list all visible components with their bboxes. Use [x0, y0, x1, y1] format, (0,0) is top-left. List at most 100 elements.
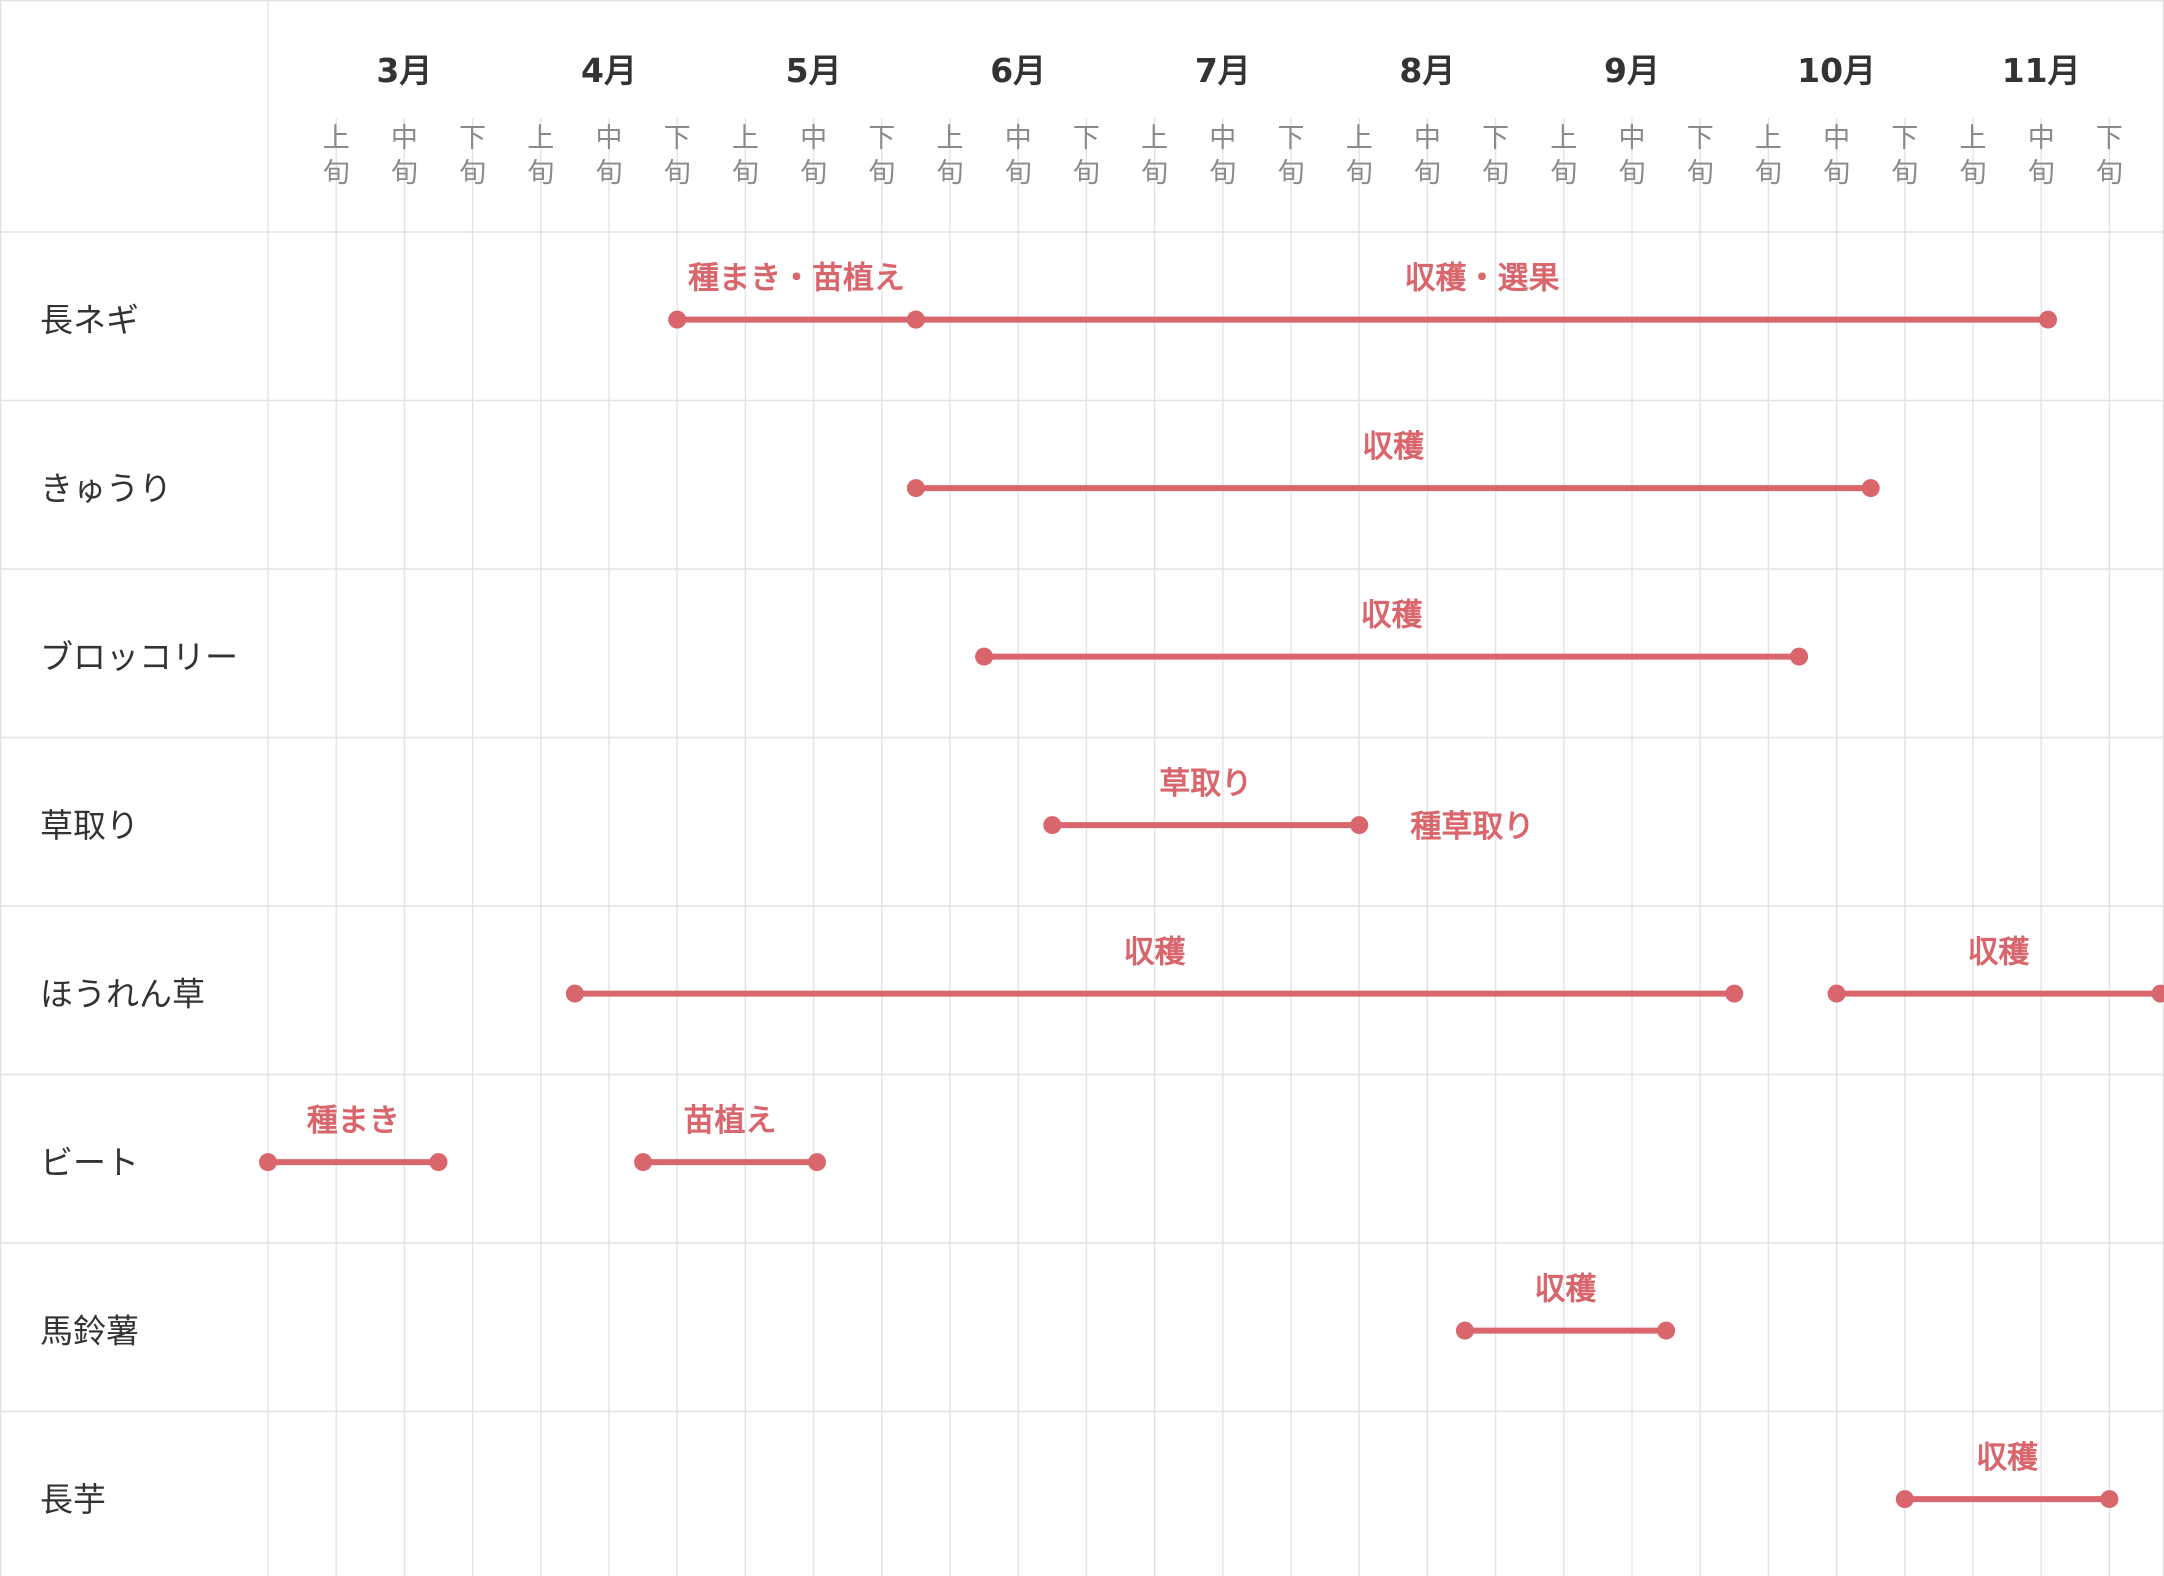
period-label-bottom: 旬	[1823, 158, 1850, 189]
bar-label: 収穫	[1968, 935, 2030, 971]
row-label: ブロッコリー	[40, 638, 238, 677]
period-label-bottom: 旬	[732, 158, 759, 189]
period-label-top: 上	[1960, 123, 1987, 154]
period-label-top: 中	[1823, 123, 1850, 154]
period-label-bottom: 旬	[596, 158, 623, 189]
period-label-bottom: 旬	[1755, 158, 1782, 189]
period-label-top: 下	[1073, 123, 1100, 154]
row-label: ほうれん草	[40, 975, 205, 1014]
period-label-top: 中	[1414, 123, 1441, 154]
period-label-top: 下	[1891, 123, 1918, 154]
period-label-top: 上	[1550, 123, 1577, 154]
bar-end-dot	[1861, 479, 1880, 498]
bar-end-dot	[2039, 310, 2058, 329]
period-label-bottom: 旬	[800, 158, 827, 189]
bar-end-dot	[1350, 816, 1369, 835]
bar-start-dot	[668, 310, 687, 329]
bar-label: 種まき	[307, 1103, 400, 1139]
period-label-bottom: 旬	[937, 158, 964, 189]
period-label-bottom: 旬	[1414, 158, 1441, 189]
period-label-top: 中	[2028, 123, 2055, 154]
bar-label: 収穫	[1976, 1440, 2038, 1476]
period-label-bottom: 旬	[1278, 158, 1305, 189]
month-label: 10月	[1797, 51, 1876, 90]
period-label-top: 上	[1346, 123, 1373, 154]
period-label-bottom: 旬	[664, 158, 691, 189]
period-label-top: 下	[1687, 123, 1714, 154]
month-label: 4月	[581, 51, 637, 90]
row-label: 馬鈴薯	[40, 1312, 139, 1351]
month-label: 11月	[2002, 51, 2081, 90]
period-label-top: 中	[1619, 123, 1646, 154]
period-label-bottom: 旬	[1482, 158, 1509, 189]
bar-start-dot	[634, 1153, 653, 1172]
period-label-top: 上	[323, 123, 350, 154]
period-label-bottom: 旬	[1891, 158, 1918, 189]
period-label-top: 下	[459, 123, 486, 154]
bar-start-dot	[906, 310, 925, 329]
period-label-bottom: 旬	[459, 158, 486, 189]
period-label-top: 下	[868, 123, 895, 154]
period-label-bottom: 旬	[391, 158, 418, 189]
period-label-top: 上	[732, 123, 759, 154]
row-label: 長ネギ	[40, 301, 139, 340]
period-label-bottom: 旬	[527, 158, 554, 189]
row-label: きゅうり	[40, 469, 172, 508]
period-label-top: 中	[800, 123, 827, 154]
bar-end-dot	[1725, 984, 1744, 1003]
bar-start-dot	[906, 479, 925, 498]
period-label-top: 下	[664, 123, 691, 154]
bar-label: 収穫	[1361, 598, 1423, 634]
bar-label: 草取り	[1159, 766, 1252, 802]
bar-end-dot	[2100, 1490, 2119, 1509]
bar-start-dot	[1895, 1490, 1914, 1509]
bar-label: 苗植え	[684, 1103, 777, 1139]
month-label: 5月	[786, 51, 842, 90]
bar-label: 種まき・苗植え	[688, 261, 905, 297]
period-label-bottom: 旬	[323, 158, 350, 189]
row-label: 草取り	[40, 806, 139, 845]
period-label-bottom: 旬	[2028, 158, 2055, 189]
month-label: 3月	[376, 51, 432, 90]
period-label-bottom: 旬	[1073, 158, 1100, 189]
month-label: 6月	[990, 51, 1046, 90]
period-label-top: 上	[1141, 123, 1168, 154]
period-label-bottom: 旬	[1346, 158, 1373, 189]
bar-end-dot	[808, 1153, 827, 1172]
bar-label: 収穫	[1535, 1272, 1597, 1308]
bar-start-dot	[1455, 1321, 1474, 1340]
period-label-top: 上	[527, 123, 554, 154]
period-label-bottom: 旬	[1141, 158, 1168, 189]
period-label-bottom: 旬	[1687, 158, 1714, 189]
period-label-top: 中	[391, 123, 418, 154]
period-label-top: 上	[937, 123, 964, 154]
period-label-top: 下	[1482, 123, 1509, 154]
bar-end-dot	[429, 1153, 448, 1172]
period-label-bottom: 旬	[1550, 158, 1577, 189]
month-label: 8月	[1399, 51, 1455, 90]
bar-label: 収穫	[1362, 429, 1424, 465]
bar-label: 収穫・選果	[1404, 261, 1559, 297]
timeline-header: 3月 4月 5月 6月 7月 8月 9月 10月 11月上旬中旬下旬上旬中旬下旬上旬中旬下旬上旬…	[323, 51, 2123, 189]
period-label-top: 中	[1005, 123, 1032, 154]
bar-start-dot	[259, 1153, 277, 1172]
period-label-bottom: 旬	[2096, 158, 2123, 189]
bar-start-dot	[1043, 816, 1062, 835]
period-label-top: 中	[1209, 123, 1236, 154]
period-label-top: 下	[1278, 123, 1305, 154]
row-label: ビート	[40, 1143, 139, 1182]
bar-start-dot	[1827, 984, 1846, 1003]
period-label-bottom: 旬	[868, 158, 895, 189]
period-label-bottom: 旬	[1619, 158, 1646, 189]
period-label-top: 上	[1755, 123, 1782, 154]
period-label-bottom: 旬	[1209, 158, 1236, 189]
period-label-top: 中	[596, 123, 623, 154]
bar-start-dot	[565, 984, 584, 1003]
period-label-top: 下	[2096, 123, 2123, 154]
month-label: 9月	[1604, 51, 1660, 90]
bar-label: 収穫	[1124, 935, 1186, 971]
